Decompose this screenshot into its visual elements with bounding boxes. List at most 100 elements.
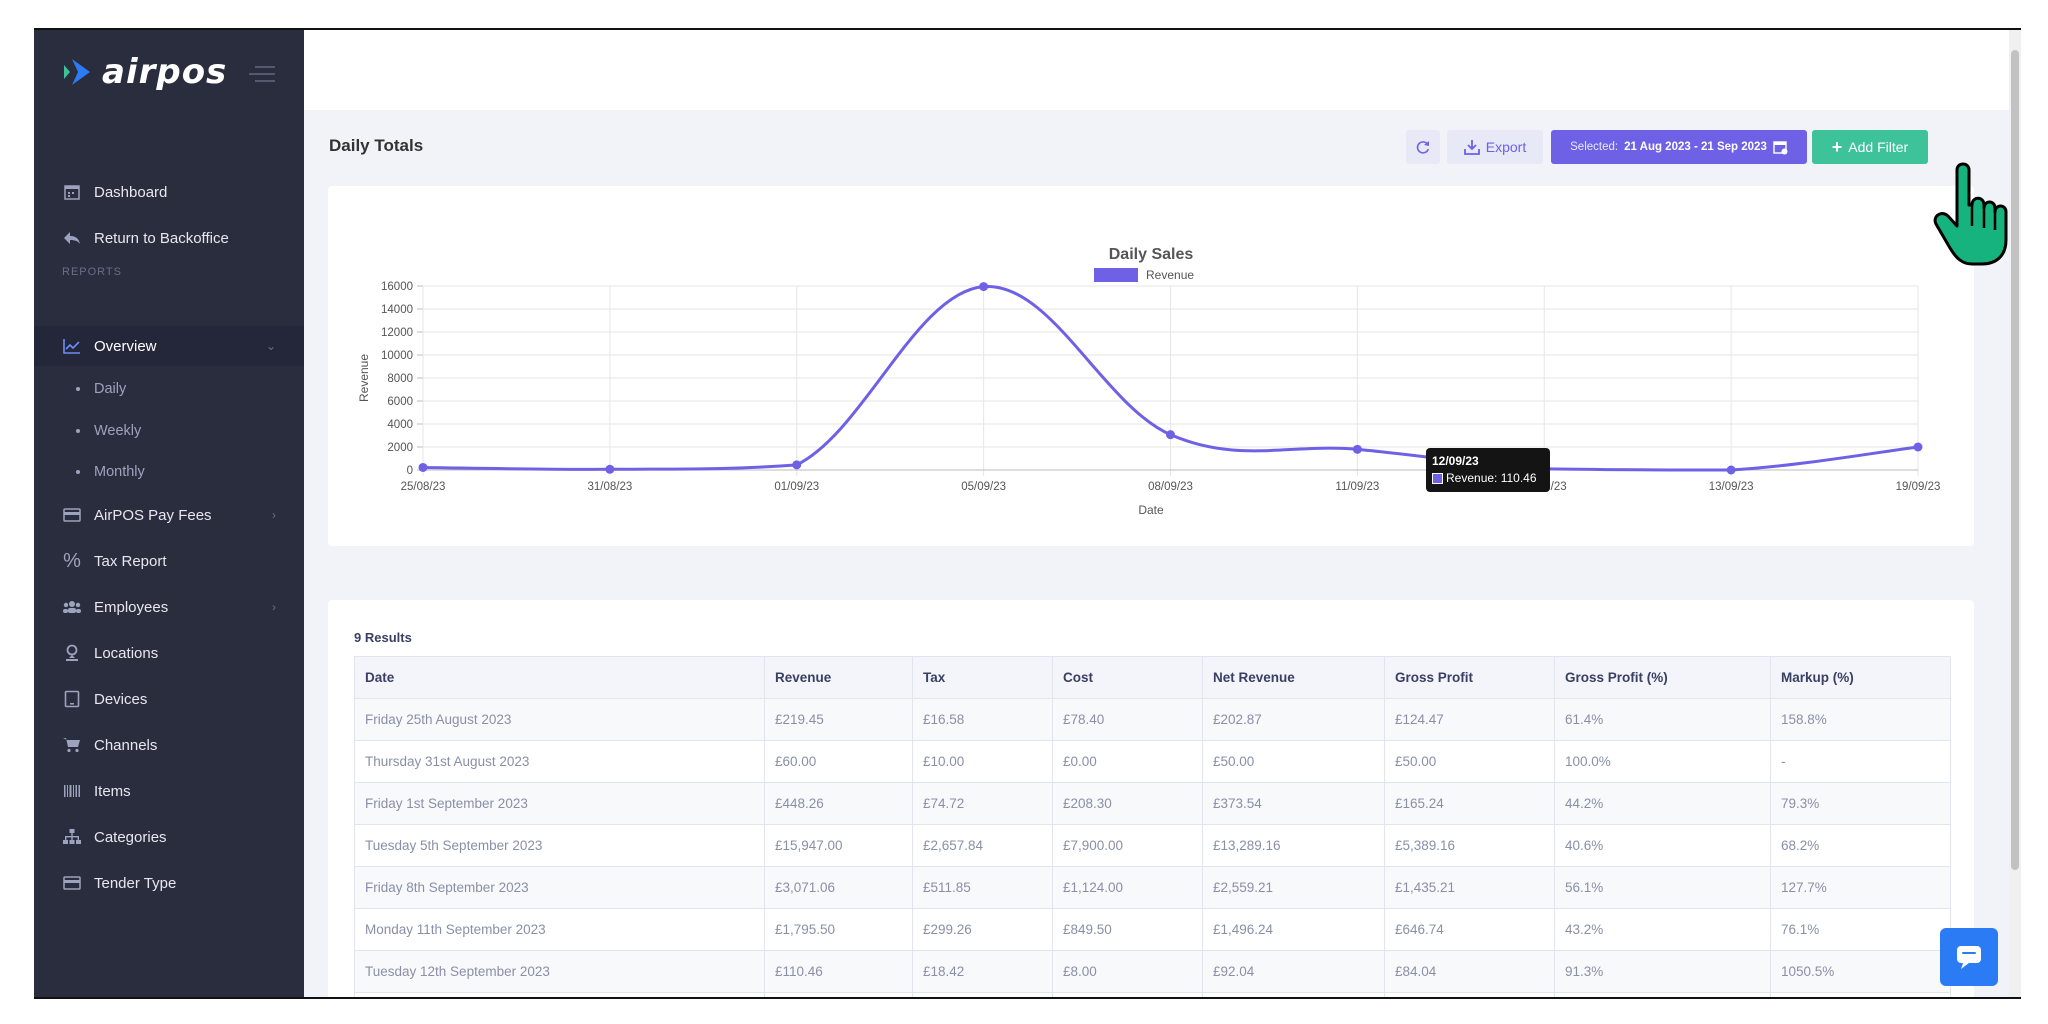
airpos-logo-icon (64, 59, 90, 85)
table-cell: £0.00 (1384, 992, 1555, 997)
table-cell: £16.58 (912, 698, 1053, 741)
sidebar-item-items[interactable]: Items (34, 771, 304, 811)
column-header[interactable]: Gross Profit (%) (1554, 656, 1771, 699)
refresh-icon (1416, 141, 1430, 154)
refresh-button[interactable] (1406, 130, 1440, 164)
x-tick-label: 13/09/23 (1709, 481, 1754, 493)
chat-button[interactable] (1940, 928, 1998, 986)
sidebar-item-dashboard[interactable]: Dashboard (34, 172, 304, 212)
sidebar-subitem-monthly[interactable]: Monthly (34, 453, 304, 491)
sidebar-subitem-daily[interactable]: Daily (34, 370, 304, 408)
column-header[interactable]: Gross Profit (1384, 656, 1555, 699)
scrollbar-thumb[interactable] (2011, 50, 2019, 870)
export-button[interactable]: Export (1447, 130, 1543, 164)
table-cell: £165.24 (1384, 782, 1555, 825)
bullet-icon (76, 387, 80, 391)
sidebar-section-label: REPORTS (62, 266, 122, 278)
percent-icon: % (63, 549, 81, 572)
sidebar-subitem-weekly[interactable]: Weekly (34, 412, 304, 450)
sidebar-item-tax-report[interactable]: % Tax Report (34, 541, 304, 581)
table-cell: 43.2% (1554, 908, 1771, 951)
sidebar-item-channels[interactable]: Channels (34, 725, 304, 765)
plus-icon: + (1831, 136, 1843, 157)
table-cell: Friday 8th September 2023 (354, 866, 765, 909)
table-cell: £1,496.24 (1202, 908, 1385, 951)
table-cell: 91.3% (1554, 950, 1771, 993)
add-filter-button[interactable]: + Add Filter (1812, 130, 1928, 164)
sidebar: airpos Dashboard Return to Backoffice RE… (34, 30, 304, 997)
table-row[interactable]: Wednesday 13th September 2023£0.00£0.00£… (354, 992, 1951, 997)
x-tick-label: 11/09/23 (1335, 481, 1379, 493)
chart-title: Daily Sales (1109, 246, 1194, 263)
date-range-value: 21 Aug 2023 - 21 Sep 2023 (1624, 141, 1767, 153)
tooltip-swatch (1432, 473, 1443, 485)
y-tick-label: 14000 (381, 304, 413, 316)
main-content: Daily Totals Export Selected: 21 Aug 202… (304, 110, 2021, 997)
column-header[interactable]: Date (354, 656, 765, 699)
x-tick-label: 31/08/23 (587, 481, 632, 493)
bullet-icon (76, 470, 80, 474)
table-cell: £1,435.21 (1384, 866, 1555, 909)
table-cell: Monday 11th September 2023 (354, 908, 765, 951)
app-logo[interactable]: airpos (60, 52, 227, 92)
table-cell: £219.45 (764, 698, 913, 741)
column-header[interactable]: Markup (%) (1770, 656, 1951, 699)
table-cell: - (1770, 740, 1951, 783)
page-scrollbar[interactable] (2009, 30, 2021, 997)
daily-totals-table: Date Revenue Tax Cost Net Revenue Gross Profi… (354, 656, 1951, 997)
table-row[interactable]: Friday 25th August 2023 £219.45 £16.58 £78.… (354, 698, 1951, 741)
table-cell: £18.42 (912, 950, 1053, 993)
table-cell: £0.00 (1052, 992, 1203, 997)
sidebar-item-tender-type[interactable]: Tender Type (34, 863, 304, 903)
x-axis-label: Date (1138, 503, 1164, 517)
table-cell: £110.46 (764, 950, 913, 993)
y-axis-label: Revenue (357, 354, 371, 402)
column-header[interactable]: Revenue (764, 656, 913, 699)
table-row[interactable]: Monday 11th September 2023 £1,795.50 £299.… (354, 908, 1951, 951)
table-cell: £2,559.21 (1202, 866, 1385, 909)
menu-toggle-icon[interactable] (249, 64, 275, 84)
table-row[interactable]: Tuesday 5th September 2023 £15,947.00 £2,6… (354, 824, 1951, 867)
sidebar-subitem-label: Monthly (94, 464, 145, 480)
table-row[interactable]: Friday 1st September 2023 £448.26 £74.72 £2… (354, 782, 1951, 825)
sidebar-item-label: Locations (94, 644, 159, 662)
chart-card: Daily Sales Revenue 0 2000 4000 6000 8000 10000… (328, 186, 1974, 546)
sidebar-item-overview[interactable]: Overview ⌄ (34, 326, 304, 366)
table-cell: 1050.5% (1770, 950, 1951, 993)
table-cell: Tuesday 12th September 2023 (354, 950, 765, 993)
table-cell: 79.3% (1770, 782, 1951, 825)
pointer-hand-icon (1933, 162, 2008, 266)
column-header[interactable]: Net Revenue (1202, 656, 1385, 699)
sidebar-item-airpos-pay-fees[interactable]: AirPOS Pay Fees › (34, 495, 304, 535)
sidebar-item-return-to-backoffice[interactable]: Return to Backoffice (34, 218, 304, 258)
results-count: 9 Results (354, 630, 412, 645)
data-point (1913, 442, 1923, 452)
table-cell: £1,795.50 (764, 908, 913, 951)
sidebar-item-employees[interactable]: Employees › (34, 587, 304, 627)
table-row[interactable]: Thursday 31st August 2023 £60.00 £10.00 £0.… (354, 740, 1951, 783)
chat-icon (1957, 946, 1981, 969)
tooltip-date: 12/09/23 (1432, 454, 1479, 468)
table-row[interactable]: Friday 8th September 2023 £3,071.06 £511.8… (354, 866, 1951, 909)
table-cell: £202.87 (1202, 698, 1385, 741)
table-cell: £7,900.00 (1052, 824, 1203, 867)
table-cell: 56.1% (1554, 866, 1771, 909)
chart-icon (62, 336, 82, 356)
sidebar-item-locations[interactable]: Locations (34, 633, 304, 673)
sidebar-item-devices[interactable]: Devices (34, 679, 304, 719)
table-cell: 68.2% (1770, 824, 1951, 867)
table-cell: 127.7% (1770, 866, 1951, 909)
table-cell: £84.04 (1384, 950, 1555, 993)
table-cell: £299.26 (912, 908, 1053, 951)
date-range-button[interactable]: Selected: 21 Aug 2023 - 21 Sep 2023 (1551, 130, 1807, 164)
reply-icon (62, 228, 82, 248)
data-point (1726, 465, 1736, 475)
sidebar-item-categories[interactable]: Categories (34, 817, 304, 857)
column-header[interactable]: Tax (912, 656, 1053, 699)
table-cell: £3,071.06 (764, 866, 913, 909)
column-header[interactable]: Cost (1052, 656, 1203, 699)
calendar-icon (62, 182, 82, 202)
page-title: Daily Totals (329, 136, 424, 155)
data-point (792, 460, 802, 470)
table-row[interactable]: Tuesday 12th September 2023 £110.46 £18.42… (354, 950, 1951, 993)
